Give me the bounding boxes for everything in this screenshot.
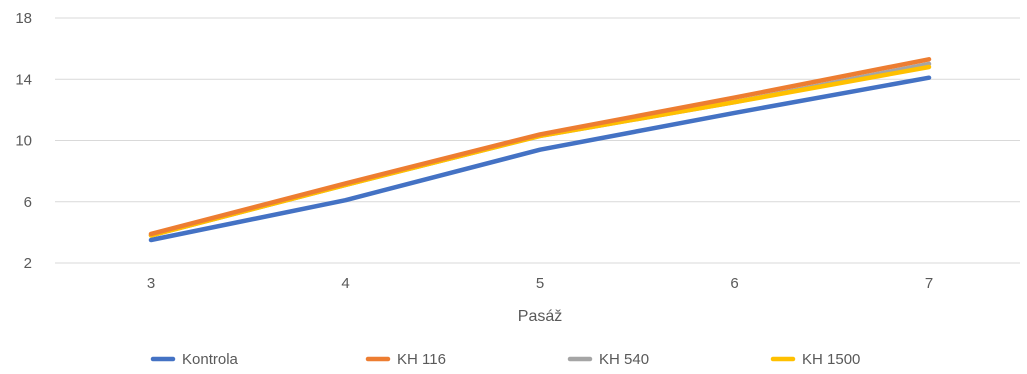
legend-label-kh-540: KH 540 [599, 351, 649, 368]
series-line-kh-116 [148, 57, 932, 237]
legend: Kontrola KH 116 KH 540 KH 1500 [150, 351, 860, 368]
y-tick-label: 2 [24, 255, 32, 272]
series-lines [148, 57, 932, 243]
x-axis-title: Pasáž [518, 308, 562, 325]
y-axis-tick-labels: 2 6 10 14 18 [15, 10, 32, 272]
legend-label-kontrola: Kontrola [182, 351, 239, 368]
x-tick-label: 5 [536, 275, 544, 292]
y-tick-label: 6 [24, 194, 32, 211]
x-tick-label: 7 [925, 275, 933, 292]
gridlines [55, 17, 1020, 264]
x-tick-label: 4 [341, 275, 349, 292]
legend-label-kh-116: KH 116 [397, 351, 446, 368]
legend-label-kh-1500: KH 1500 [802, 351, 860, 368]
x-tick-label: 6 [730, 275, 738, 292]
y-tick-label: 18 [15, 10, 32, 27]
x-tick-label: 3 [147, 275, 155, 292]
series-line-kontrola [148, 75, 932, 243]
y-tick-label: 10 [15, 133, 32, 150]
y-tick-label: 14 [15, 71, 32, 88]
x-axis-tick-labels: 3 4 5 6 7 [147, 275, 933, 292]
